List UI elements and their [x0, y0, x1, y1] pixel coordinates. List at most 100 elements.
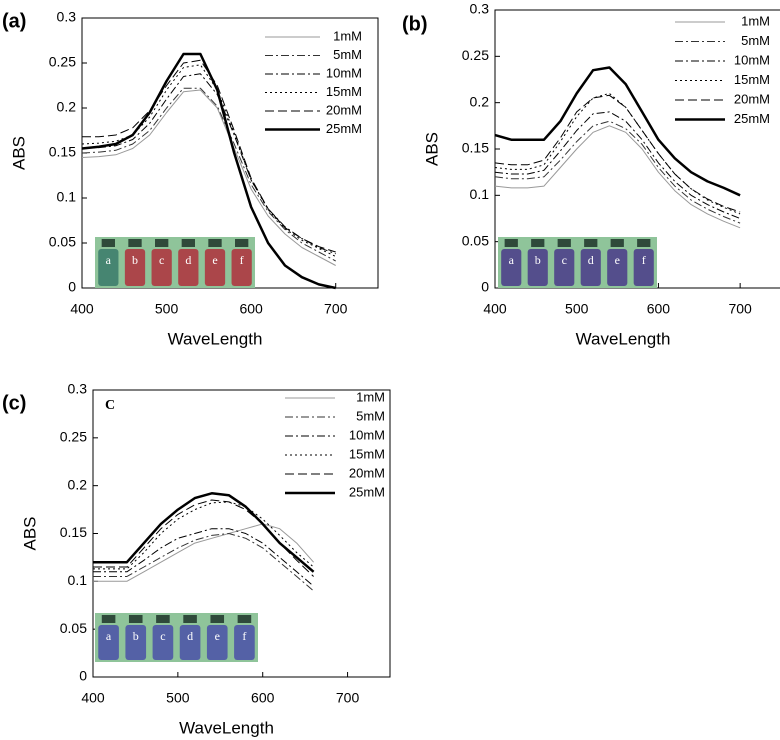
vial-label: f — [642, 253, 646, 267]
vial-label: c — [159, 253, 164, 267]
vial-label: d — [185, 253, 191, 267]
vial-cap — [610, 239, 624, 247]
vial — [633, 249, 654, 286]
x-tick-label: 700 — [324, 301, 348, 317]
y-tick-label: 0.2 — [470, 93, 490, 109]
y-tick-label: 0.25 — [60, 429, 87, 445]
y-tick-label: 0.3 — [68, 381, 88, 397]
vial-cap — [156, 615, 170, 623]
vial — [125, 625, 147, 660]
vial-label: b — [535, 253, 541, 267]
x-tick-label: 600 — [251, 690, 275, 706]
y-tick-label: 0.15 — [49, 144, 76, 160]
vial — [234, 625, 255, 660]
series-line — [81, 52, 336, 290]
vial — [98, 625, 119, 660]
x-tick-label: 400 — [81, 690, 105, 706]
legend-label: 1mM — [356, 389, 385, 404]
y-tick-label: 0.2 — [57, 99, 77, 115]
legend-label: 25mM — [734, 111, 770, 126]
inset-photo — [95, 613, 258, 662]
legend-label: 1mM — [333, 28, 362, 43]
vial-cap — [237, 615, 252, 623]
series-line — [93, 533, 314, 592]
vial-cap — [101, 239, 115, 247]
vial-cap — [557, 239, 571, 247]
vial-label: a — [106, 253, 112, 267]
vial-label: d — [588, 253, 594, 267]
vial-cap — [235, 239, 249, 247]
x-tick-label: 600 — [239, 301, 263, 317]
y-tick-label: 0.15 — [60, 524, 87, 540]
inner-label: C — [105, 398, 115, 413]
y-tick-label: 0.3 — [470, 1, 490, 17]
y-tick-label: 0 — [68, 279, 76, 295]
y-tick-label: 0.25 — [49, 54, 76, 70]
legend-label: 15mM — [734, 72, 770, 87]
vial-cap — [531, 239, 545, 247]
x-axis-label: WaveLength — [576, 329, 671, 348]
legend-label: 10mM — [349, 427, 385, 442]
x-tick-label: 500 — [155, 301, 179, 317]
vial — [231, 249, 252, 286]
series-line — [93, 501, 314, 570]
vial-label: b — [133, 629, 139, 643]
vial — [178, 249, 199, 286]
y-tick-label: 0 — [481, 279, 489, 295]
vial — [124, 249, 146, 286]
vial-label: a — [509, 253, 515, 267]
legend-label: 5mM — [333, 47, 362, 62]
x-tick-label: 700 — [336, 690, 360, 706]
x-tick-label: 700 — [728, 301, 752, 317]
inset-photo — [95, 237, 255, 288]
vial-label: c — [562, 253, 567, 267]
y-tick-label: 0 — [79, 668, 87, 684]
series-line — [494, 92, 741, 215]
vial-label: e — [212, 253, 217, 267]
series-line — [494, 125, 741, 229]
vial — [152, 625, 174, 660]
y-tick-label: 0.3 — [57, 9, 77, 25]
legend-label: 15mM — [349, 446, 385, 461]
vial — [527, 249, 548, 286]
y-tick-label: 0.2 — [68, 476, 88, 492]
x-tick-label: 500 — [166, 690, 190, 706]
x-tick-label: 400 — [70, 301, 94, 317]
x-tick-label: 600 — [647, 301, 671, 317]
x-tick-label: 400 — [483, 301, 507, 317]
vial-cap — [208, 239, 222, 247]
panel-label: (a) — [2, 10, 26, 32]
series-line — [494, 66, 741, 197]
legend-label: 10mM — [734, 52, 770, 67]
vial-cap — [210, 615, 225, 623]
legend-label: 5mM — [356, 408, 385, 423]
series-line — [81, 73, 336, 255]
panel-label: (b) — [402, 13, 428, 35]
series-line — [494, 94, 741, 213]
series-line — [81, 64, 336, 257]
vial-label: e — [215, 629, 220, 643]
series-line — [93, 528, 314, 587]
vial-cap — [128, 615, 143, 623]
vial-label: f — [242, 629, 246, 643]
vial — [151, 249, 172, 286]
x-axis-label: WaveLength — [168, 329, 263, 348]
vial — [580, 249, 601, 286]
legend-label: 25mM — [326, 121, 362, 136]
legend-label: 1mM — [741, 13, 770, 28]
vial — [554, 249, 575, 286]
series-line — [81, 87, 336, 262]
series-line — [93, 523, 314, 582]
inset-photo — [498, 237, 657, 288]
series-line — [494, 120, 741, 224]
x-tick-label: 500 — [565, 301, 589, 317]
vial — [206, 625, 228, 660]
vial-cap — [584, 239, 598, 247]
series-line — [82, 59, 336, 253]
vial — [98, 249, 119, 286]
vial-label: c — [160, 629, 165, 643]
vial-cap — [637, 239, 651, 247]
y-tick-label: 0.05 — [49, 234, 76, 250]
vial — [607, 249, 628, 286]
